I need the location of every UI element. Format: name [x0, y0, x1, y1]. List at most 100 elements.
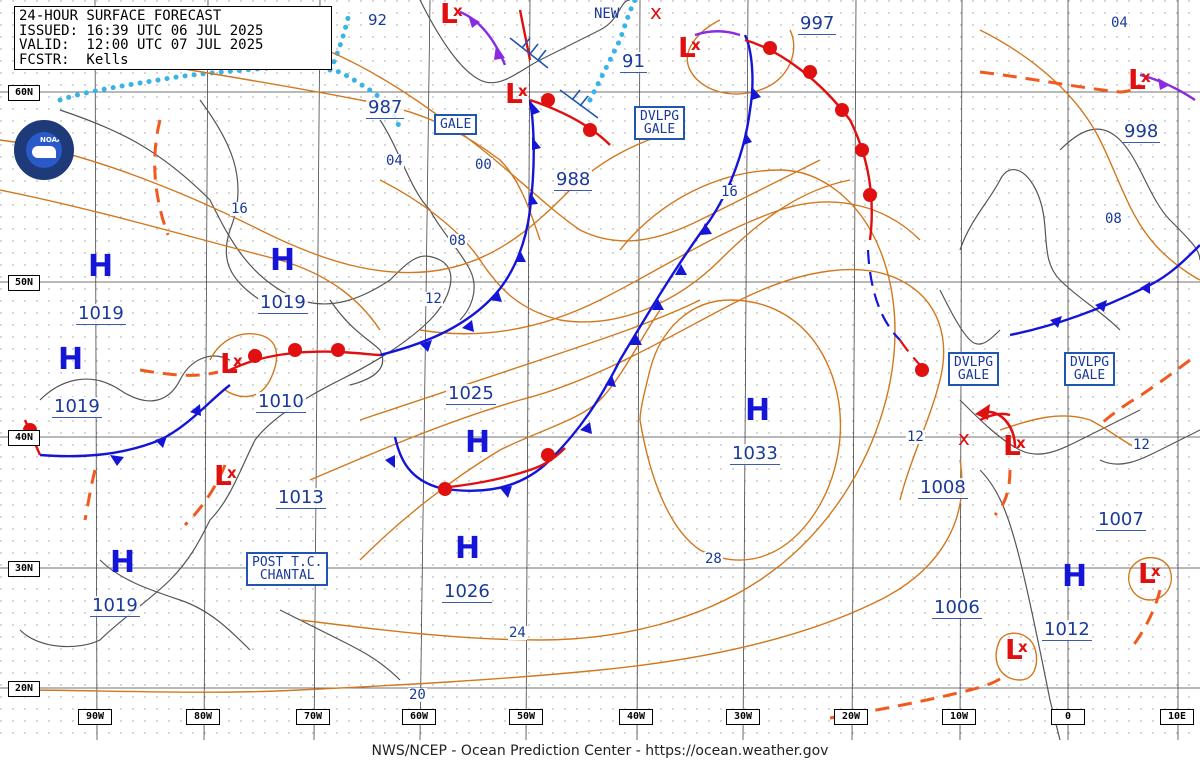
issued-time: ISSUED: 16:39 UTC 06 JUL 2025	[19, 22, 264, 39]
arrow-head	[975, 404, 990, 420]
low-pressure-value: 997	[798, 13, 837, 35]
high-center-symbol: H	[58, 342, 84, 377]
high-pressure-value: 1019	[258, 292, 308, 314]
lon-label-70w: 70W	[296, 709, 330, 725]
isobar-label: 00	[474, 157, 493, 173]
ice-edge	[57, 0, 638, 133]
high-center-symbol: H	[1062, 559, 1088, 594]
lat-label-60n: 60N	[8, 85, 40, 101]
high-pressure-value: 1025	[446, 383, 496, 405]
warning-line: GALE	[643, 122, 676, 137]
low-pressure-value: 1013	[276, 487, 326, 509]
isobar-label: 20	[408, 687, 427, 703]
warning-line: GALE	[440, 117, 472, 132]
low-pressure-value: 988	[554, 169, 593, 191]
isobar-label: 12	[424, 291, 443, 307]
isobar-label: 16	[720, 184, 739, 200]
warning-line: POST T.C.	[252, 555, 323, 570]
high-center-symbol: H	[110, 545, 136, 580]
noaa-logo-icon: NOAA	[14, 120, 74, 180]
lon-label-10w: 10W	[942, 709, 976, 725]
lon-label-10e: 10E	[1160, 709, 1194, 725]
low-pressure-value: 987	[366, 97, 405, 119]
high-pressure-value: 1033	[730, 443, 780, 465]
warning-line: DVLPG	[1070, 355, 1110, 370]
lat-label-40n: 40N	[8, 430, 40, 446]
lon-label-30w: 30W	[726, 709, 760, 725]
dissipating-front	[866, 249, 901, 341]
developing-gale-warning-box: DVLPG GALE	[634, 106, 686, 140]
surface-forecast-map: 24-HOUR SURFACE FORECAST ISSUED: 16:39 U…	[0, 0, 1200, 740]
wind-barbs	[509, 37, 599, 119]
lat-label-50n: 50N	[8, 275, 40, 291]
warning-line: GALE	[1073, 368, 1106, 383]
coastlines	[19, 0, 1200, 740]
warm-front-bumps	[23, 41, 929, 496]
high-center-symbol: H	[270, 243, 296, 278]
new-label: NEW	[594, 6, 620, 22]
logo-text: NOAA	[40, 136, 62, 144]
low-pressure-value: 1006	[932, 597, 982, 619]
map-canvas	[0, 0, 1200, 740]
lon-label-90w: 90W	[78, 709, 112, 725]
gale-warning-box: GALE	[434, 114, 478, 135]
isobar-label: 12	[906, 429, 925, 445]
troughs	[83, 70, 1191, 720]
warning-line: DVLPG	[954, 355, 994, 370]
isobar-label: 28	[704, 551, 723, 567]
isobar-label: 16	[230, 201, 249, 217]
new-low-cross-icon: x	[650, 0, 662, 24]
high-center-symbol: H	[745, 393, 771, 428]
isobar-label: 04	[385, 153, 404, 169]
lon-label-0: 0	[1051, 709, 1085, 725]
high-pressure-value: 1019	[90, 595, 140, 617]
high-pressure-value: 1012	[1042, 619, 1092, 641]
high-center-symbol: H	[88, 249, 114, 284]
low-position-cross-icon: x	[958, 426, 970, 450]
lat-label-30n: 30N	[8, 561, 40, 577]
low-pressure-value: 998	[1122, 121, 1161, 143]
forecaster: FCSTR: Kells	[19, 51, 129, 68]
isobar-label: 04	[1110, 15, 1129, 31]
dot-grid	[0, 0, 1200, 740]
cold-front-triangles	[110, 87, 1150, 498]
post-tropical-cyclone-box: POST T.C. CHANTAL	[246, 552, 329, 586]
warning-line: CHANTAL	[259, 568, 315, 583]
lon-label-20w: 20W	[834, 709, 868, 725]
valid-time: VALID: 12:00 UTC 07 JUL 2025	[19, 37, 264, 53]
high-center-symbol: H	[465, 425, 491, 460]
lat-label-20n: 20N	[8, 681, 40, 697]
header-title: 24-HOUR SURFACE FORECAST	[19, 8, 222, 24]
high-center-symbol: H	[455, 531, 481, 566]
warning-line: GALE	[957, 368, 990, 383]
occluded-symbols	[468, 15, 1170, 90]
isobar-label: 08	[1104, 211, 1123, 227]
high-pressure-value: 1019	[52, 396, 102, 418]
isobar-label: 08	[448, 233, 467, 249]
lon-label-80w: 80W	[186, 709, 220, 725]
high-pressure-value: 1026	[442, 581, 492, 603]
developing-gale-warning-box: DVLPG GALE	[948, 352, 1000, 386]
isobar-label: 24	[508, 625, 527, 641]
footer-credit: NWS/NCEP - Ocean Prediction Center - htt…	[0, 740, 1200, 764]
high-pressure-value: 1019	[76, 303, 126, 325]
lon-label-60w: 60W	[402, 709, 436, 725]
low-pressure-value: 1010	[256, 391, 306, 413]
forecast-header: 24-HOUR SURFACE FORECAST ISSUED: 16:39 U…	[14, 6, 332, 70]
developing-gale-warning-box: DVLPG GALE	[1064, 352, 1116, 386]
dissipating-warm-front	[899, 339, 926, 371]
lon-label-40w: 40W	[619, 709, 653, 725]
low-pressure-value: 1007	[1096, 509, 1146, 531]
partial-pressure-value: 92	[366, 10, 390, 30]
isobar-label: 12	[1132, 437, 1151, 453]
warning-line: DVLPG	[640, 109, 680, 124]
